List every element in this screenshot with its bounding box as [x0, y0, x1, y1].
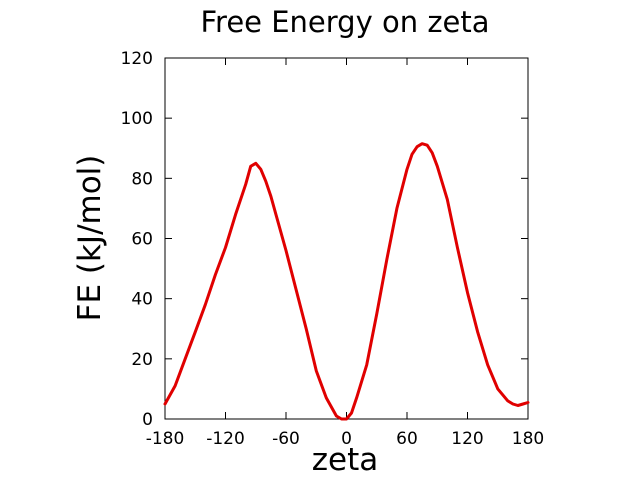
y-tick-label: 80 [131, 169, 153, 189]
fe-curve [163, 142, 530, 421]
x-tick-label: -120 [206, 429, 245, 449]
chart-title: Free Energy on zeta [200, 5, 489, 39]
x-tick-label: -60 [272, 429, 300, 449]
y-tick-label: 40 [131, 290, 153, 310]
y-tick-label: 60 [131, 230, 153, 250]
y-tick-label: 20 [131, 350, 153, 370]
x-tick-label: 0 [341, 429, 352, 449]
y-axis: 0 20 40 60 80 100 120 [121, 49, 528, 430]
y-axis-label: FE (kJ/mol) [72, 155, 108, 322]
y-tick-label: 100 [121, 109, 153, 129]
x-tick-label: 60 [396, 429, 418, 449]
x-axis-label: zeta [312, 442, 379, 478]
x-tick-label: 120 [451, 429, 483, 449]
y-tick-label: 120 [121, 49, 153, 69]
y-tick-label: 0 [142, 410, 153, 430]
x-tick-label: -180 [146, 429, 185, 449]
plot-frame [164, 57, 529, 420]
x-tick-label: 180 [512, 429, 544, 449]
x-axis: -180 -120 -60 0 60 120 180 [146, 58, 544, 449]
